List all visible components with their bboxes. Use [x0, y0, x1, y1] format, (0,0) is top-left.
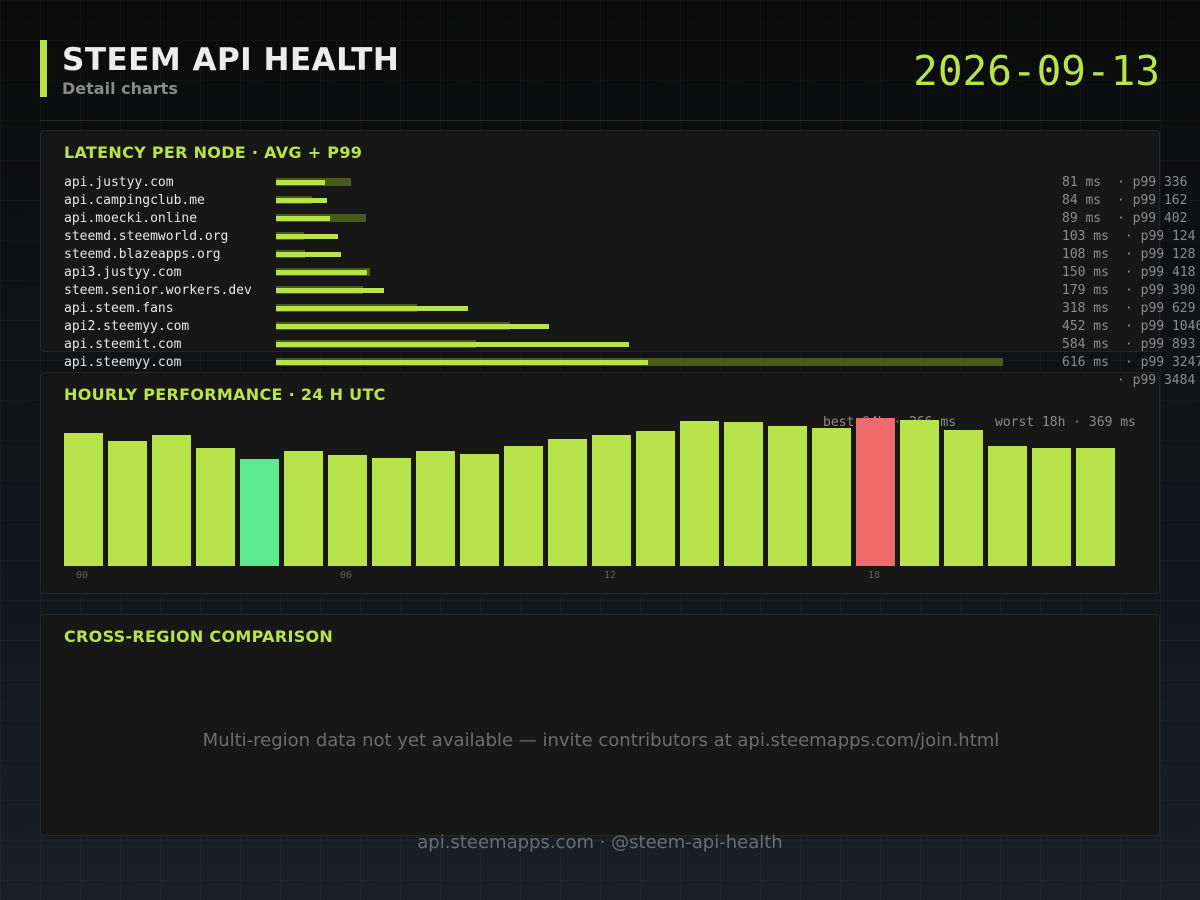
hourly-bar	[64, 433, 103, 566]
node-avg-label: 103 ms	[1062, 229, 1109, 244]
node-avg-bar	[276, 233, 339, 239]
node-p99-label: · p99 3247	[1125, 355, 1200, 370]
node-avg-label: 616 ms	[1062, 355, 1109, 370]
hourly-bar	[152, 435, 191, 566]
cross-region-panel: CROSS-REGION COMPARISON Multi-region dat…	[40, 614, 1160, 836]
hourly-bar	[680, 421, 719, 566]
hourly-tick-label: 00	[76, 570, 89, 581]
cross-region-panel-title: CROSS-REGION COMPARISON	[64, 627, 334, 646]
latency-panel: LATENCY PER NODE · AVG + P99	[40, 130, 1160, 352]
node-avg-label: 108 ms	[1062, 247, 1109, 262]
hourly-tick-label: 18	[868, 570, 881, 581]
node-name: api.campingclub.me	[64, 193, 205, 208]
hourly-bar	[900, 420, 939, 566]
node-p99-label: · p99 1046	[1125, 319, 1200, 334]
node-p99-label: · p99 402	[1117, 211, 1188, 226]
node-avg-label: 318 ms	[1062, 301, 1109, 316]
hourly-bar	[944, 430, 983, 566]
node-name: api3.justyy.com	[64, 265, 182, 280]
node-p99-label: · p99 418	[1125, 265, 1196, 280]
node-avg-label: 584 ms	[1062, 337, 1109, 352]
node-avg-bar	[276, 323, 550, 329]
hourly-bar	[372, 458, 411, 566]
page-title: STEEM API HEALTH	[62, 42, 400, 78]
node-avg-bar	[276, 215, 330, 221]
node-avg-bar	[276, 197, 327, 203]
hourly-bar	[284, 451, 323, 566]
hourly-bar	[504, 446, 543, 566]
hourly-bar	[1032, 448, 1071, 566]
footer-text: api.steemapps.com · @steem-api-health	[417, 832, 783, 853]
hourly-bar	[812, 428, 851, 566]
hourly-bar	[724, 422, 763, 566]
node-name: api.steemit.com	[64, 337, 182, 352]
hourly-worst-label: worst 18h · 369 ms	[995, 415, 1136, 430]
node-name: steemd.blazeapps.org	[64, 247, 221, 262]
node-avg-bar	[276, 341, 630, 347]
hourly-bar	[328, 455, 367, 566]
node-avg-label: 89 ms	[1062, 211, 1102, 226]
node-name: api.steem.fans	[64, 301, 174, 316]
hourly-bar	[1076, 448, 1115, 566]
node-p99-label: · p99 124	[1125, 229, 1196, 244]
node-p99-label: · p99 893	[1125, 337, 1196, 352]
page-subtitle: Detail charts	[62, 79, 178, 98]
node-p99-label: · p99 128	[1125, 247, 1196, 262]
header-divider	[40, 120, 1160, 121]
latency-panel-title: LATENCY PER NODE · AVG + P99	[64, 143, 363, 162]
node-avg-label: 452 ms	[1062, 319, 1109, 334]
node-avg-bar	[276, 287, 385, 293]
report-date: 2026-09-13	[913, 47, 1160, 95]
cross-region-message: Multi-region data not yet available — in…	[202, 730, 1000, 751]
hourly-bar	[460, 454, 499, 566]
node-avg-bar	[276, 269, 367, 275]
node-name: api.justyy.com	[64, 175, 174, 190]
hourly-bar	[108, 441, 147, 566]
hourly-bar	[856, 418, 895, 566]
node-name: api2.steemyy.com	[64, 319, 190, 334]
hourly-bar	[592, 435, 631, 566]
hourly-bar	[416, 451, 455, 566]
node-avg-label: 84 ms	[1062, 193, 1102, 208]
hourly-panel-title: HOURLY PERFORMANCE · 24 H UTC	[64, 385, 386, 404]
node-avg-label: 150 ms	[1062, 265, 1109, 280]
hourly-tick-label: 06	[340, 570, 353, 581]
node-avg-label: 81 ms	[1062, 175, 1102, 190]
node-p99-label: · p99 629	[1125, 301, 1196, 316]
hourly-bar	[240, 459, 279, 566]
node-p99-label: · p99 336	[1117, 175, 1188, 190]
hourly-bar	[196, 448, 235, 566]
hourly-bar	[548, 439, 587, 566]
node-name: api.steemyy.com	[64, 355, 182, 370]
node-name: api.moecki.online	[64, 211, 198, 226]
node-avg-bar	[276, 359, 649, 365]
node-p99-label: · p99 390	[1125, 283, 1196, 298]
node-name: steem.senior.workers.dev	[64, 283, 252, 298]
hourly-bar	[988, 446, 1027, 566]
node-p99-label: · p99 3484	[1117, 373, 1196, 388]
node-name: steemd.steemworld.org	[64, 229, 229, 244]
hourly-bar	[636, 431, 675, 566]
header-accent-bar	[40, 40, 47, 97]
node-avg-bar	[276, 179, 325, 185]
node-avg-bar	[276, 251, 342, 257]
hourly-tick-label: 12	[604, 570, 617, 581]
hourly-bar	[768, 426, 807, 566]
node-p99-label: · p99 162	[1117, 193, 1188, 208]
node-avg-bar	[276, 305, 469, 311]
node-avg-label: 179 ms	[1062, 283, 1109, 298]
